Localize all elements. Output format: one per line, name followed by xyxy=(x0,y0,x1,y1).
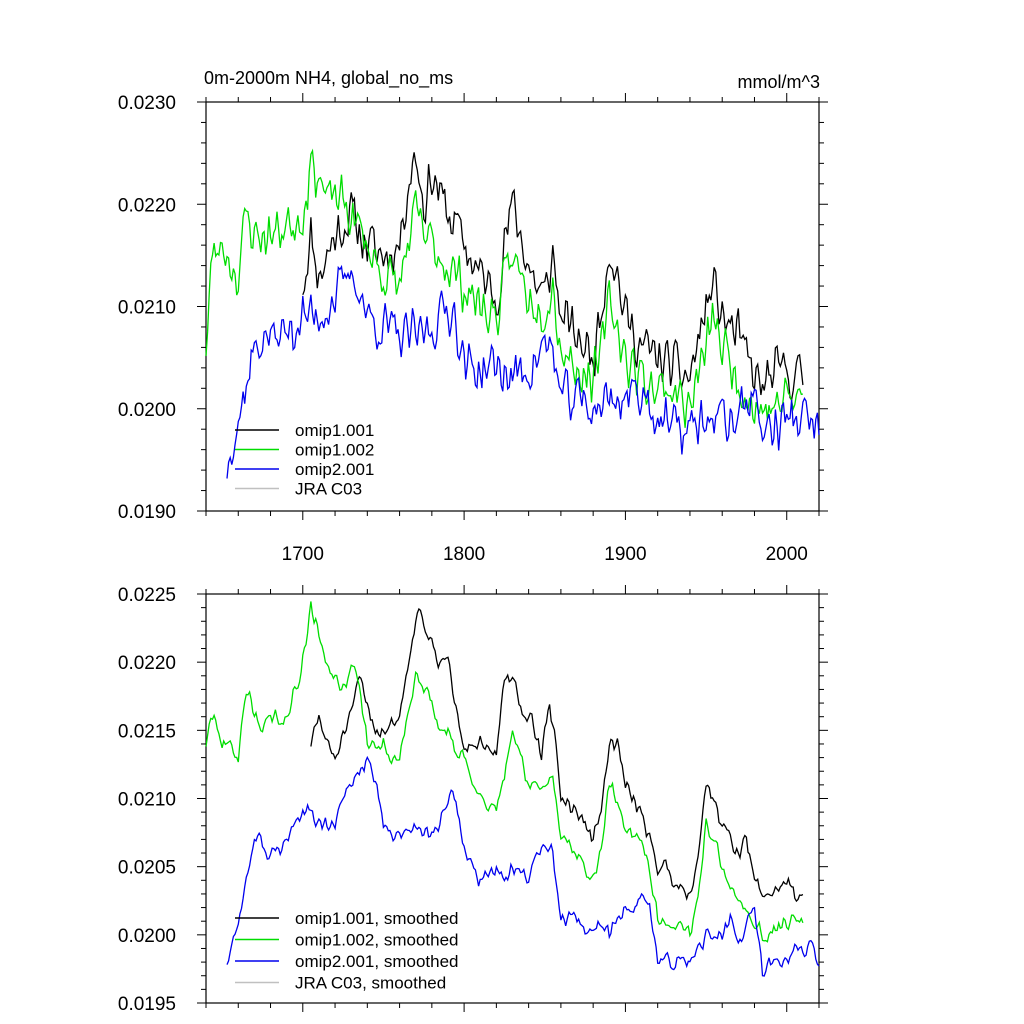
y-tick-label: 0.0195 xyxy=(118,994,176,1015)
legend-label-0: omip1.001 xyxy=(295,421,374,440)
legend-label-2: omip2.001, smoothed xyxy=(295,952,459,971)
series-line-2 xyxy=(226,264,820,479)
x-tick-label: 1700 xyxy=(282,544,324,565)
x-tick-label: 2000 xyxy=(766,544,808,565)
x-tick-label: 1900 xyxy=(604,544,646,565)
y-tick-label: 0.0225 xyxy=(118,585,176,606)
y-tick-label: 0.0210 xyxy=(118,298,176,319)
legend-label-3: JRA C03 xyxy=(295,480,362,499)
series-line-1 xyxy=(205,148,804,428)
legend-label-3: JRA C03, smoothed xyxy=(295,974,446,993)
legend-label-1: omip1.002 xyxy=(295,441,374,460)
legend-label-1: omip1.002, smoothed xyxy=(295,931,459,950)
legend-label-0: omip1.001, smoothed xyxy=(295,909,459,928)
series-line-2 xyxy=(226,755,820,977)
y-tick-label: 0.0220 xyxy=(118,195,176,216)
y-tick-label: 0.0200 xyxy=(118,400,176,421)
series-line-0 xyxy=(310,607,804,903)
y-tick-label: 0.0215 xyxy=(118,721,176,742)
x-tick-label: 1800 xyxy=(443,544,485,565)
y-tick-label: 0.0220 xyxy=(118,653,176,674)
bottom-panel: 0.0195 0.0200 0.0205 0.0210 0.0215 0.0220 0.02… xyxy=(118,585,828,1015)
legend-label-2: omip2.001 xyxy=(295,460,374,479)
top-panel: 0m-2000m NH4, global_no_ms mmol/m^3 1700… xyxy=(118,68,828,565)
top-chart-units: mmol/m^3 xyxy=(738,72,820,92)
y-tick-label: 0.0210 xyxy=(118,790,176,811)
y-tick-label: 0.0205 xyxy=(118,858,176,879)
y-tick-label: 0.0230 xyxy=(118,93,176,114)
series-line-0 xyxy=(302,152,804,402)
top-chart-title: 0m-2000m NH4, global_no_ms xyxy=(204,68,453,89)
series-line-1 xyxy=(205,601,804,943)
y-tick-label: 0.0190 xyxy=(118,502,176,523)
y-tick-label: 0.0200 xyxy=(118,926,176,947)
